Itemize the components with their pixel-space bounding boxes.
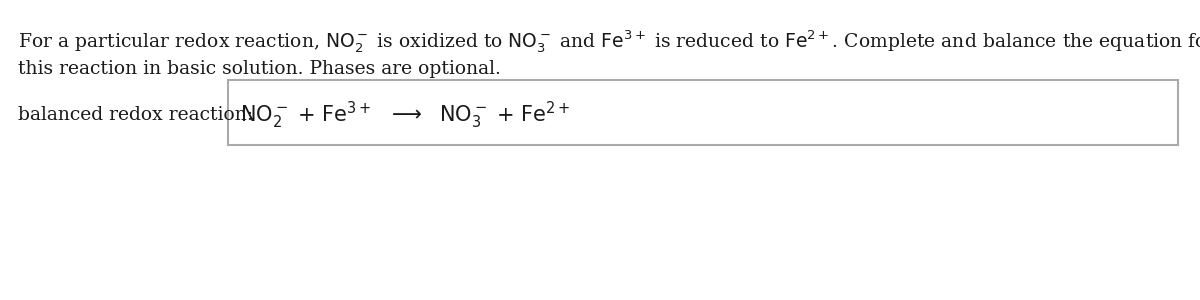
FancyBboxPatch shape [228, 80, 1178, 145]
Text: this reaction in basic solution. Phases are optional.: this reaction in basic solution. Phases … [18, 60, 500, 78]
Text: balanced redox reaction:: balanced redox reaction: [18, 106, 253, 124]
Text: For a particular redox reaction, $\mathrm{NO_2^-}$ is oxidized to $\mathrm{NO_3^: For a particular redox reaction, $\mathr… [18, 28, 1200, 55]
Text: $\mathrm{NO_2^-}$ + $\mathrm{Fe^{3+}}$  $\longrightarrow$  $\mathrm{NO_3^-}$ + $: $\mathrm{NO_2^-}$ + $\mathrm{Fe^{3+}}$ $… [240, 99, 570, 130]
